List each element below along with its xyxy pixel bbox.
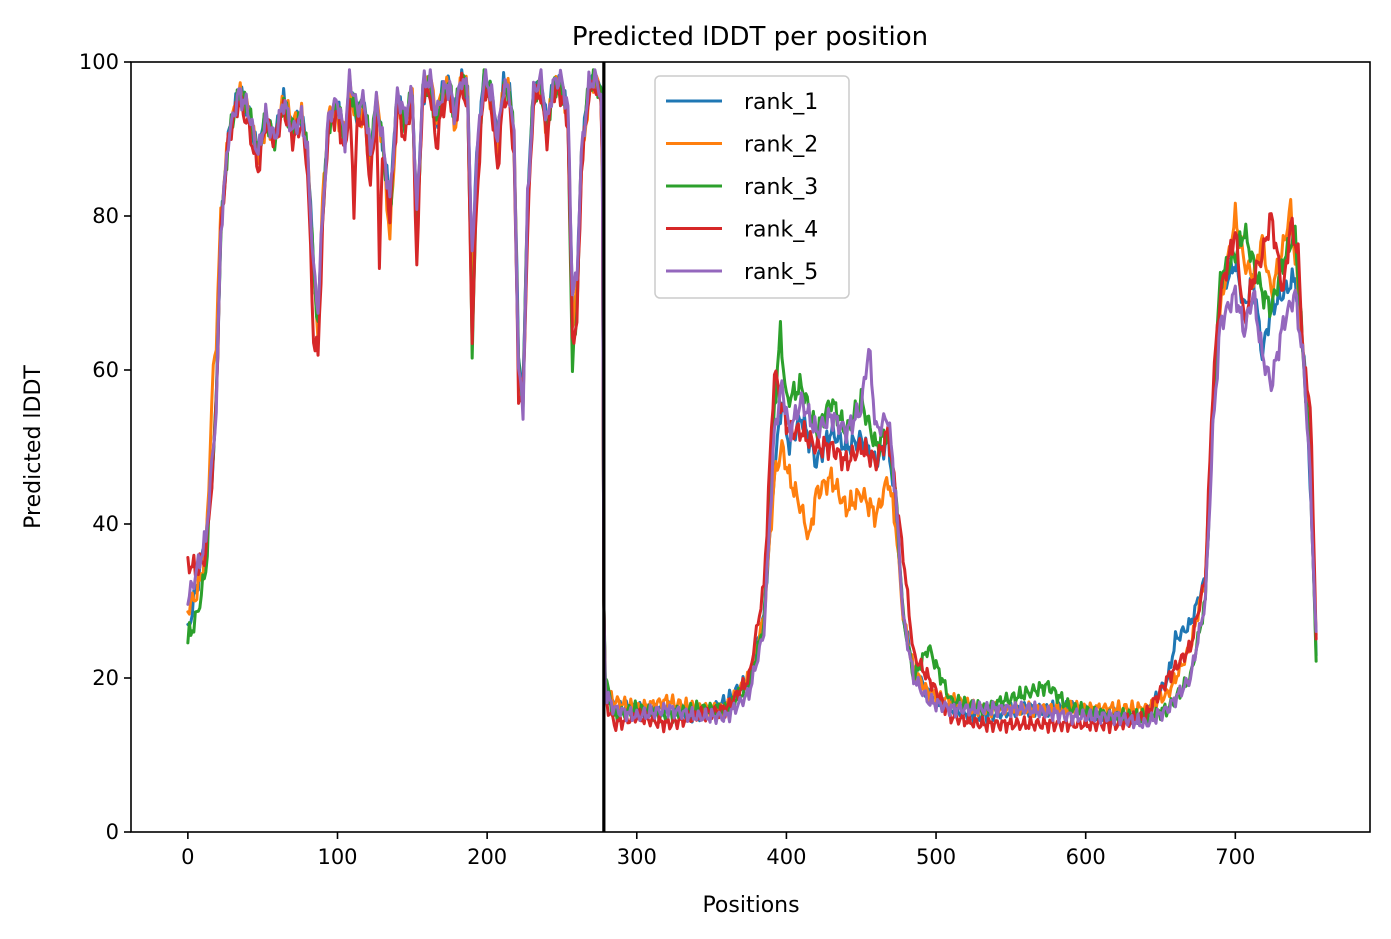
legend-label-rank_2: rank_2 <box>744 133 818 158</box>
series-line-rank_4 <box>186 71 1318 735</box>
legend-label-rank_1: rank_1 <box>744 90 818 115</box>
legend-box <box>654 75 850 299</box>
y-tick-label: 100 <box>79 50 119 74</box>
x-tick-label: 100 <box>317 845 357 869</box>
y-tick-label: 40 <box>92 512 119 536</box>
y-tick-label: 60 <box>92 358 119 382</box>
legend-label-rank_4: rank_4 <box>744 218 818 243</box>
y-axis-label: Predicted lDDT <box>21 365 46 529</box>
x-tick-label: 700 <box>1215 845 1255 869</box>
x-tick-label: 600 <box>1066 845 1106 869</box>
chart-title: Predicted lDDT per position <box>572 22 928 52</box>
legend-label-rank_5: rank_5 <box>744 260 818 285</box>
y-axis-ticks: 0 20 40 60 80 100 <box>79 50 131 844</box>
x-tick-label: 0 <box>181 845 194 869</box>
legend-label-rank_3: rank_3 <box>744 175 818 200</box>
x-tick-label: 400 <box>766 845 806 869</box>
legend: rank_1 rank_2 rank_3 rank_4 rank_5 <box>654 75 850 299</box>
x-axis-ticks: 0 100 200 300 400 500 600 700 <box>181 832 1255 869</box>
y-tick-label: 20 <box>92 666 119 690</box>
y-tick-label: 80 <box>92 204 119 228</box>
x-axis-label: Positions <box>702 893 799 918</box>
y-tick-label: 0 <box>106 820 119 844</box>
plot-frame <box>130 61 1371 833</box>
x-tick-label: 200 <box>467 845 507 869</box>
x-tick-label: 500 <box>916 845 956 869</box>
series-line-rank_5 <box>186 68 1318 730</box>
series-layer <box>186 68 1318 735</box>
x-tick-label: 300 <box>617 845 657 869</box>
